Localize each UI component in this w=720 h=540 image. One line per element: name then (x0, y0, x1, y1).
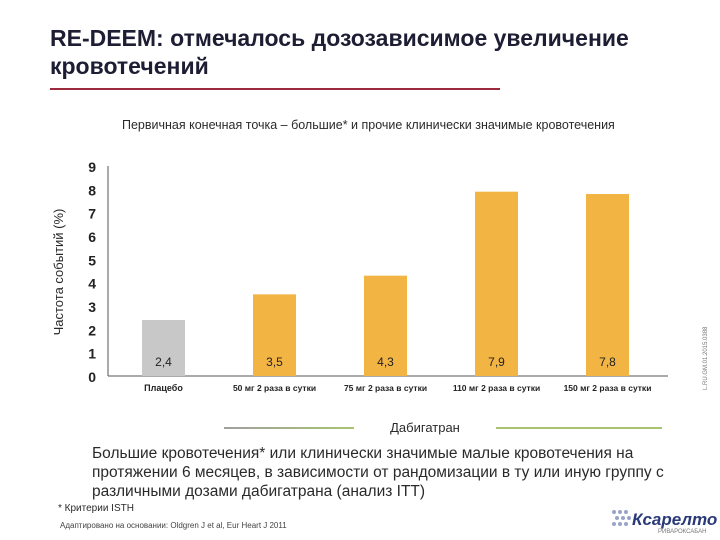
category-label: 75 мг 2 раза в сутки (344, 383, 427, 393)
y-tick-label: 2 (88, 322, 96, 338)
category-label: 110 мг 2 раза в сутки (453, 383, 540, 393)
dabigatran-bracket-left (224, 427, 354, 429)
y-tick-label: 7 (88, 206, 96, 222)
y-tick-label: 6 (88, 229, 96, 245)
y-tick-label: 0 (88, 369, 96, 385)
document-code: L.RU.GM.01.2015.0388 (703, 326, 709, 390)
bar (586, 194, 629, 376)
y-tick-label: 3 (88, 299, 96, 315)
y-tick-label: 5 (88, 252, 96, 268)
y-tick-label: 9 (88, 159, 96, 175)
chart-title: Первичная конечная точка – большие* и пр… (122, 118, 615, 132)
source-citation: Адаптировано на основании: Oldgren J et … (60, 521, 287, 530)
slide-title: RE-DEEM: отмечалось дозозависимое увелич… (50, 25, 629, 79)
bar-value-label: 4,3 (377, 355, 394, 369)
xarelto-logo: Кcарелто РИВАРОКСАБАН (610, 508, 717, 538)
title-underline (50, 88, 500, 90)
bar (253, 294, 296, 376)
bar (142, 320, 185, 376)
bar-value-label: 2,4 (155, 355, 172, 369)
summary-text: Большие кровотечения* или клинически зна… (92, 445, 664, 500)
bar-value-label: 3,5 (266, 355, 283, 369)
y-tick-label: 4 (88, 276, 96, 292)
y-tick-label: 1 (88, 346, 96, 362)
bar (364, 275, 407, 376)
category-label: 150 мг 2 раза в сутки (564, 383, 652, 393)
category-label: Плацебо (144, 383, 183, 393)
y-tick-label: 8 (88, 182, 96, 198)
bar (475, 191, 518, 376)
dabigatran-bracket-right (496, 427, 662, 429)
logo-subtitle: РИВАРОКСАБАН (658, 529, 707, 535)
dabigatran-group-label: Дабигатран (390, 420, 460, 435)
logo-name: Кcарелто (632, 510, 718, 529)
logo-mark-icon (612, 510, 631, 526)
footnote: * Критерии ISTH (58, 503, 134, 514)
bar-value-label: 7,8 (599, 355, 616, 369)
bar-chart: 0 1 2 3 4 5 6 7 8 9 2,4 Плацебо 3,5 50 мг 2 раза в су… (88, 159, 668, 393)
bar-value-label: 7,9 (488, 355, 505, 369)
category-label: 50 мг 2 раза в сутки (233, 383, 316, 393)
